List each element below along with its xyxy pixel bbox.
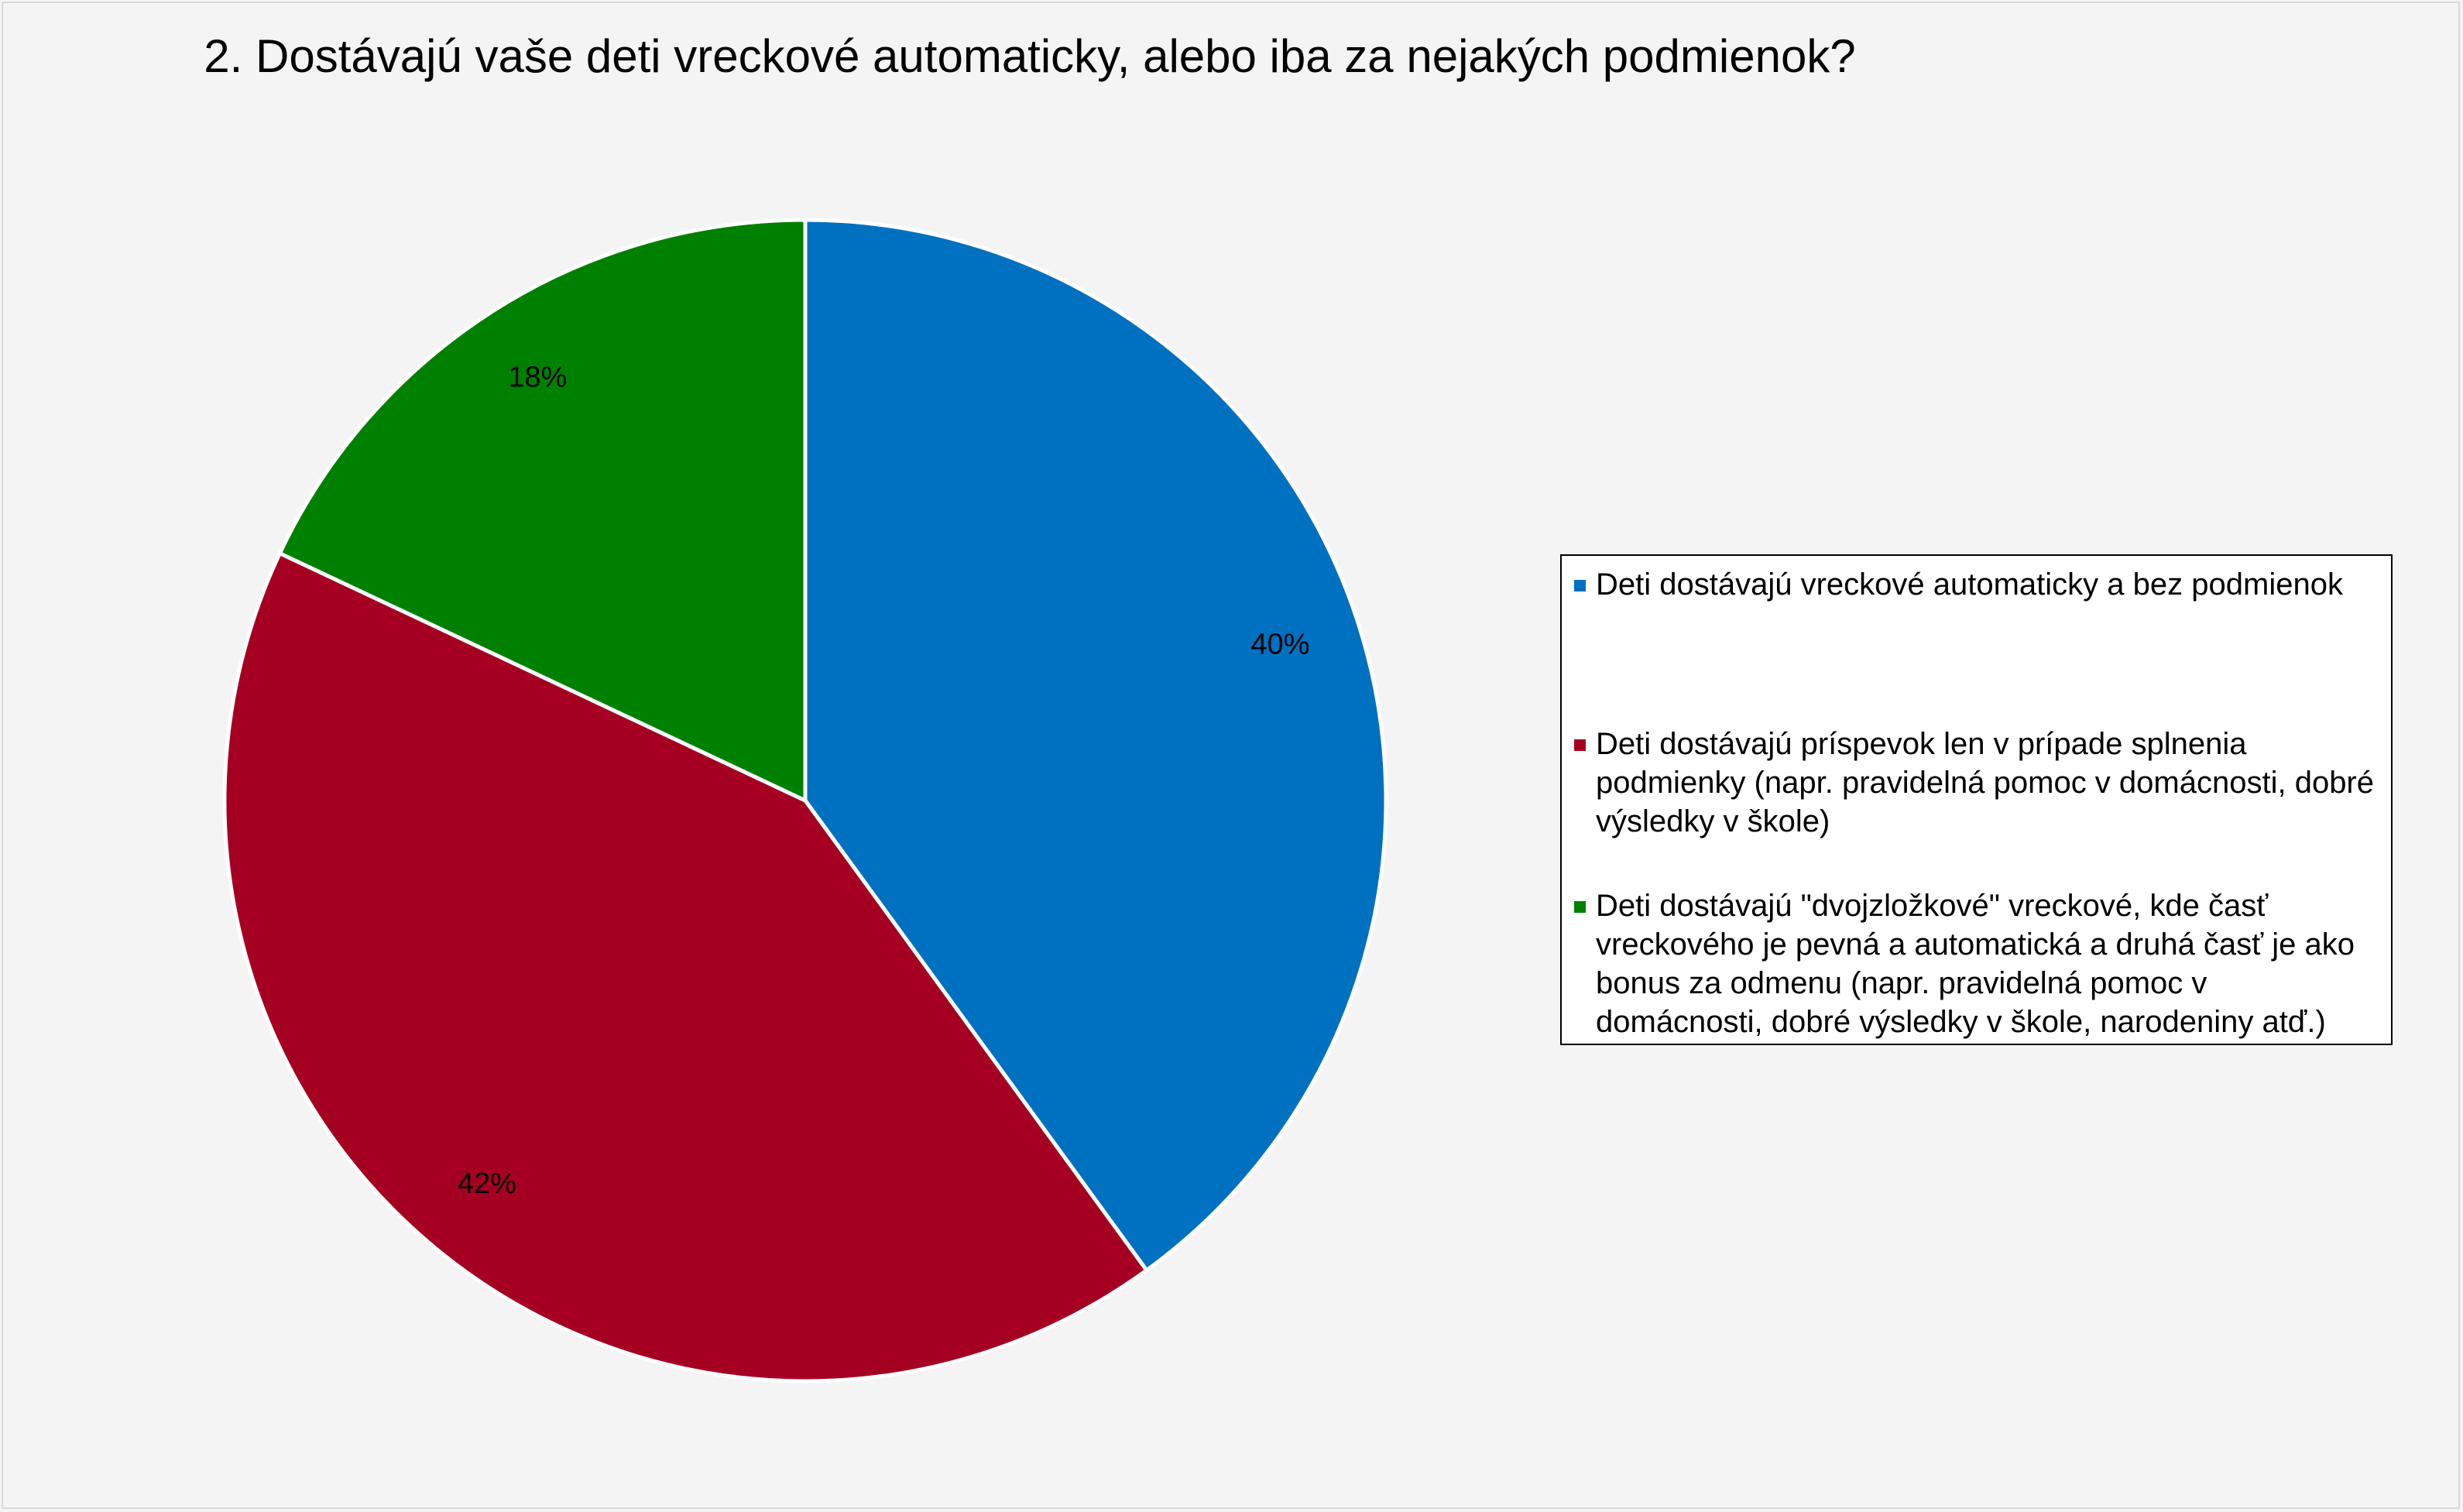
pie-slice-automatic [803,218,1388,1274]
legend-item-automatic: Deti dostávajú vreckové automaticky a be… [1562,565,2382,604]
chart-title: 2. Dostávajú vaše deti vreckové automati… [204,30,1856,82]
data-label-conditional: 42% [458,1167,516,1200]
legend: Deti dostávajú vreckové automaticky a be… [1560,554,2393,1045]
pie-slice-two-component [277,218,808,804]
legend-swatch-automatic [1574,580,1586,591]
legend-label-two-component: Deti dostávajú "dvojzložkové" vreckové, … [1596,889,2355,1039]
legend-swatch-conditional [1574,739,1586,751]
legend-item-two-component: Deti dostávajú "dvojzložkové" vreckové, … [1562,886,2382,1041]
legend-label-automatic: Deti dostávajú vreckové automaticky a be… [1596,567,2343,602]
data-label-automatic: 40% [1250,629,1309,661]
legend-swatch-two-component [1574,901,1586,913]
data-label-two-component: 18% [508,361,567,393]
legend-label-conditional: Deti dostávajú príspevok len v prípade s… [1596,727,2374,838]
legend-item-conditional: Deti dostávajú príspevok len v prípade s… [1562,725,2382,841]
pie-slice-conditional [222,550,1150,1383]
